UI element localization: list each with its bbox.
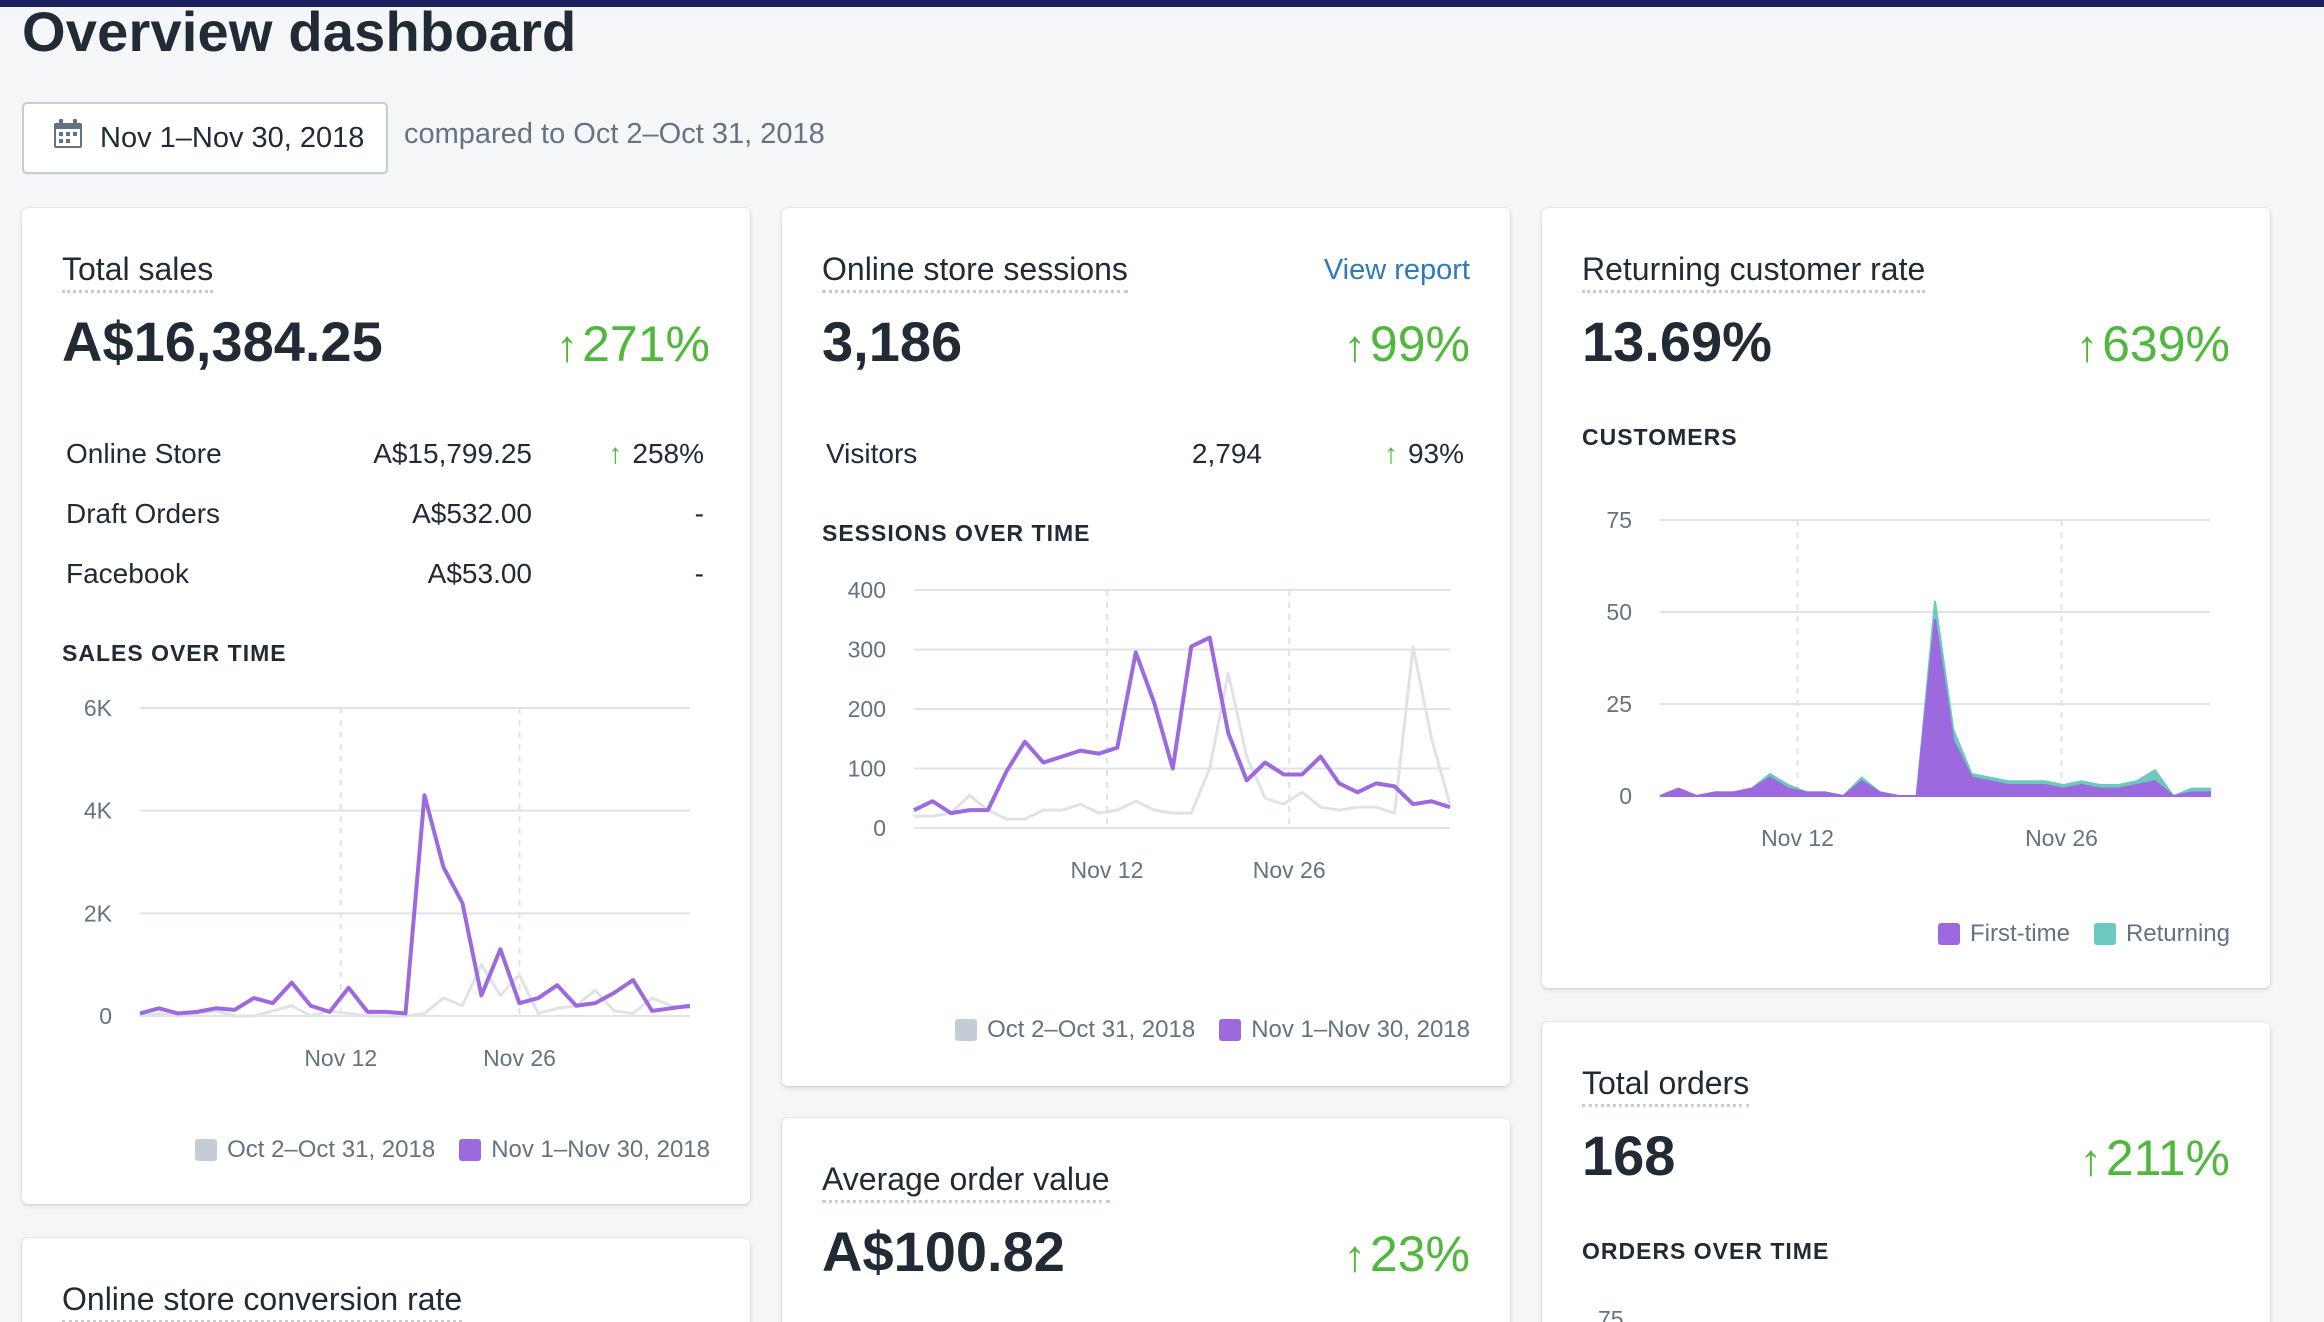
x-tick-label: Nov 26	[483, 1045, 556, 1071]
sessions-line-chart: 0 100 200 300 400 Nov 12 Nov 26	[848, 577, 1452, 883]
up-arrow-icon: ↑	[1383, 438, 1398, 469]
chart-section-label: CUSTOMERS	[1582, 424, 1738, 450]
y-tick-label: 300	[848, 637, 886, 663]
total-orders-value: 168	[1582, 1124, 1676, 1187]
date-range-button[interactable]: Nov 1–Nov 30, 2018	[22, 102, 388, 174]
compare-range-text: compared to Oct 2–Oct 31, 2018	[404, 118, 825, 150]
breakdown-change: -	[694, 558, 704, 589]
x-tick-label: Nov 26	[2025, 825, 2098, 851]
up-arrow-icon: ↑	[1343, 1232, 1366, 1281]
up-arrow-icon: ↑	[556, 322, 579, 371]
legend-item: First-time	[1937, 920, 2070, 948]
up-arrow-icon: ↑	[608, 438, 623, 469]
date-range-label: Nov 1–Nov 30, 2018	[100, 121, 365, 154]
y-tick-label: 400	[848, 577, 886, 603]
up-arrow-icon: ↑	[2079, 1136, 2102, 1185]
prior-period-line	[139, 963, 691, 1018]
visitors-label: Visitors	[826, 438, 918, 469]
conversion-title[interactable]: Online store conversion rate	[62, 1280, 463, 1322]
legend-swatch	[1937, 923, 1960, 945]
breakdown-change: ↑ 258%	[608, 438, 704, 469]
breakdown-label: Facebook	[66, 558, 189, 589]
legend-item: Returning	[2093, 920, 2230, 948]
y-tick-label: 50	[1606, 599, 1632, 625]
breakdown-value: A$15,799.25	[373, 438, 532, 469]
x-tick-label: Nov 12	[304, 1045, 377, 1071]
x-tick-label: Nov 12	[1071, 857, 1144, 883]
sessions-card: Online store sessions View report 3,186 …	[782, 208, 1510, 1086]
y-tick-label: 75	[1598, 1306, 1624, 1322]
chart-section-label: SALES OVER TIME	[62, 640, 287, 666]
breakdown-label: Online Store	[66, 438, 222, 469]
visitors-value: 2,794	[1191, 438, 1262, 469]
sales-chart-legend: Oct 2–Oct 31, 2018 Nov 1–Nov 30, 2018	[181, 1136, 710, 1164]
chart-section-label: SESSIONS OVER TIME	[822, 520, 1091, 546]
returning-value: 13.69%	[1582, 310, 1772, 373]
up-arrow-icon: ↑	[1343, 322, 1366, 371]
first-time-area	[1659, 619, 2211, 798]
legend-swatch	[955, 1019, 978, 1041]
returning-title[interactable]: Returning customer rate	[1582, 250, 1926, 293]
y-tick-label: 75	[1606, 507, 1632, 533]
conversion-card: Online store conversion rate	[22, 1238, 750, 1322]
sessions-chart-legend: Oct 2–Oct 31, 2018 Nov 1–Nov 30, 2018	[941, 1016, 1470, 1044]
x-tick-label: Nov 12	[1761, 825, 1834, 851]
top-bar	[0, 0, 2324, 7]
sessions-value: 3,186	[822, 310, 963, 373]
returning-customer-card: Returning customer rate 13.69% ↑639% CUS…	[1542, 208, 2270, 988]
legend-swatch	[195, 1139, 218, 1161]
page-title: Overview dashboard	[22, 0, 577, 63]
customers-area-chart: 0 25 50 75 Nov 12 Nov 26	[1606, 507, 2211, 851]
y-tick-label: 0	[1619, 783, 1632, 809]
current-period-line	[139, 793, 691, 1016]
y-tick-label: 0	[873, 815, 886, 841]
visitors-change: ↑ 93%	[1383, 438, 1464, 469]
sales-line-chart: 0 2K 4K 6K Nov 12 Nov 26	[84, 695, 691, 1071]
legend-swatch	[2093, 923, 2116, 945]
y-tick-label: 100	[848, 756, 886, 782]
aov-value: A$100.82	[822, 1220, 1065, 1283]
legend-item: Nov 1–Nov 30, 2018	[459, 1136, 710, 1164]
legend-item: Oct 2–Oct 31, 2018	[195, 1136, 435, 1164]
total-sales-change: ↑271%	[556, 316, 710, 372]
prior-period-line	[914, 645, 1452, 821]
total-orders-card: Total orders 168 ↑211% ORDERS OVER TIME …	[1542, 1022, 2270, 1322]
legend-swatch	[1219, 1019, 1242, 1041]
y-tick-label: 25	[1606, 691, 1632, 717]
calendar-icon	[52, 118, 84, 158]
y-tick-label: 0	[99, 1003, 112, 1029]
chart-section-label: ORDERS OVER TIME	[1582, 1238, 1830, 1264]
total-orders-title[interactable]: Total orders	[1582, 1064, 1750, 1107]
returning-change: ↑639%	[2076, 316, 2230, 372]
sessions-change: ↑99%	[1343, 316, 1470, 372]
y-tick-label: 200	[848, 696, 886, 722]
y-tick-label: 6K	[84, 695, 113, 721]
x-tick-label: Nov 26	[1253, 857, 1326, 883]
sessions-title[interactable]: Online store sessions	[822, 250, 1128, 293]
y-tick-label: 4K	[84, 798, 113, 824]
legend-item: Nov 1–Nov 30, 2018	[1219, 1016, 1470, 1044]
total-sales-card: Total sales A$16,384.25 ↑271% Online Sto…	[22, 208, 750, 1204]
breakdown-change: -	[694, 498, 704, 529]
breakdown-value: A$53.00	[427, 558, 532, 589]
aov-title[interactable]: Average order value	[822, 1160, 1110, 1203]
legend-swatch	[459, 1139, 482, 1161]
aov-change: ↑23%	[1343, 1226, 1470, 1282]
legend-item: Oct 2–Oct 31, 2018	[955, 1016, 1195, 1044]
total-sales-value: A$16,384.25	[62, 310, 383, 373]
y-tick-label: 2K	[84, 900, 113, 926]
current-period-line	[913, 635, 1451, 816]
aov-card: Average order value A$100.82 ↑23%	[782, 1118, 1510, 1322]
total-orders-change: ↑211%	[2079, 1130, 2230, 1186]
up-arrow-icon: ↑	[2076, 322, 2099, 371]
total-sales-title[interactable]: Total sales	[62, 250, 214, 293]
breakdown-label: Draft Orders	[66, 498, 221, 529]
view-report-link[interactable]: View report	[1323, 254, 1470, 286]
breakdown-value: A$532.00	[412, 498, 532, 529]
customers-chart-legend: First-time Returning	[1924, 920, 2230, 948]
